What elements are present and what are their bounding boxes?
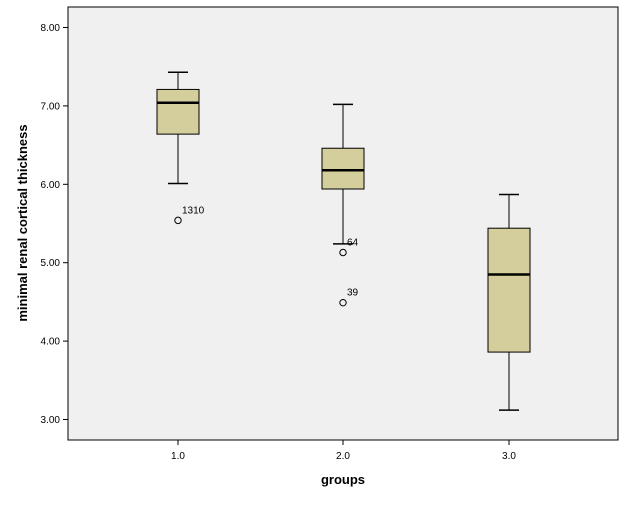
outlier-point — [339, 298, 347, 307]
y-tick-label: 6.00 — [41, 180, 61, 191]
iqr-box — [156, 88, 200, 135]
y-axis: 3.00 4.00 5.00 6.00 7.00 8.00 — [41, 23, 68, 426]
outlier-label: 1310 — [182, 205, 205, 216]
outlier-label: 39 — [347, 288, 359, 299]
box-group: 64 39 — [321, 103, 365, 307]
outlier-label: 64 — [347, 238, 359, 249]
y-tick-label: 8.00 — [41, 23, 61, 34]
iqr-box — [487, 227, 531, 353]
y-tick-label: 7.00 — [41, 101, 61, 112]
y-tick-label: 3.00 — [41, 415, 61, 426]
y-axis-title: minimal renal cortical thickness — [15, 124, 30, 321]
box-group: 1310 — [156, 71, 205, 225]
outlier-point — [339, 248, 347, 257]
y-tick-label: 4.00 — [41, 337, 61, 348]
x-tick-label: 3.0 — [502, 451, 516, 462]
box-group — [487, 193, 531, 411]
y-tick-label: 5.00 — [41, 258, 61, 269]
x-tick-label: 1.0 — [171, 451, 185, 462]
x-axis: 1.0 2.0 3.0 — [171, 440, 516, 462]
iqr-box — [321, 147, 365, 190]
outlier-point — [174, 216, 182, 225]
x-axis-title: groups — [321, 472, 365, 487]
x-tick-label: 2.0 — [336, 451, 350, 462]
boxes-group: 1310 64 39 — [156, 71, 531, 411]
